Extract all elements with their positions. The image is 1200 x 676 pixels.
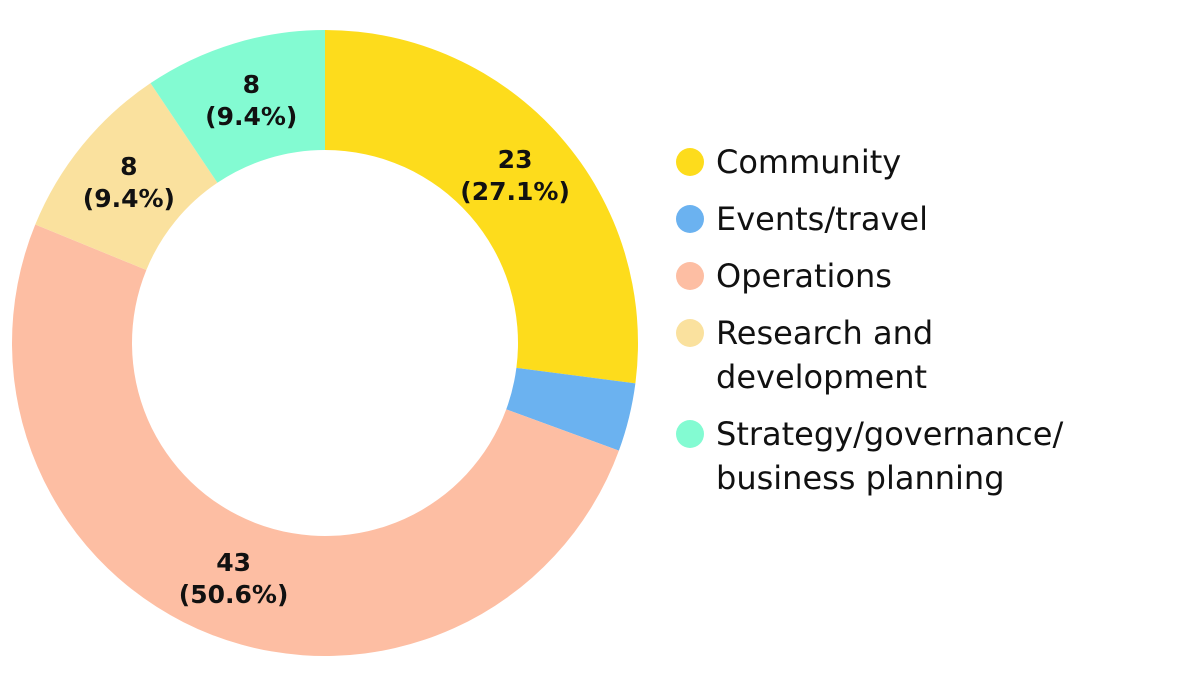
legend-item: Events/travel [676, 197, 1116, 241]
legend-marker [676, 205, 704, 233]
legend-item: Operations [676, 254, 1116, 298]
legend-marker [676, 262, 704, 290]
legend-label: Events/travel [716, 200, 928, 238]
legend-label: Research and development [716, 314, 934, 396]
legend-item: Strategy/governance/ business planning [676, 412, 1116, 500]
legend-marker [676, 148, 704, 176]
legend: Community Events/travel Operations Research… [676, 140, 1116, 500]
donut-slice [506, 367, 636, 451]
legend-marker [676, 319, 704, 347]
donut-slice [12, 224, 619, 656]
data-label: 23 (27.1%) [460, 145, 570, 207]
legend-label: Operations [716, 257, 892, 295]
donut-slice [325, 30, 638, 384]
legend-item: Community [676, 140, 1116, 184]
donut-slice [35, 83, 218, 270]
legend-label: Strategy/governance/ business planning [716, 415, 1064, 497]
data-label: 8 (9.4%) [205, 69, 298, 131]
data-label: 43 (50.6%) [178, 547, 289, 609]
legend-item: Research and development [676, 311, 1116, 399]
data-label: 8 (9.4%) [82, 152, 175, 214]
legend-label: Community [716, 143, 902, 181]
legend-marker [676, 420, 704, 448]
donut-slice [150, 30, 325, 183]
